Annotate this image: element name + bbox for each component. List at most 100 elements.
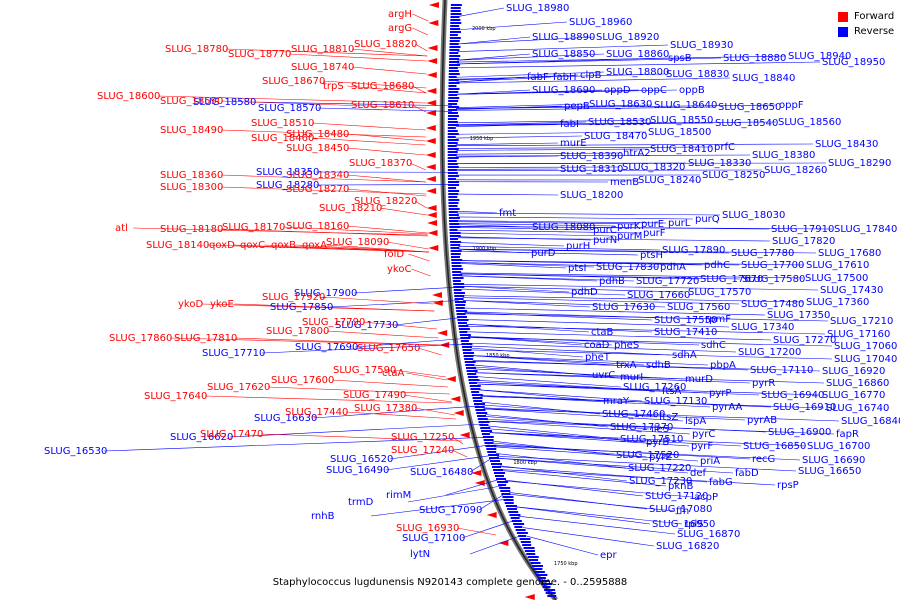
reverse-gene-label: SLUG_17550 xyxy=(654,315,717,326)
reverse-gene-mark xyxy=(475,409,486,411)
reverse-gene-label: SLUG_17630 xyxy=(592,302,655,313)
reverse-gene-label: SLUG_18030 xyxy=(722,210,785,221)
forward-leader-line xyxy=(414,407,456,416)
reverse-leader-line xyxy=(478,389,643,402)
reverse-gene-label: SLUG_17090 xyxy=(419,505,482,516)
reverse-gene-mark xyxy=(447,124,459,126)
forward-gene-mark xyxy=(426,110,437,116)
reverse-gene-mark xyxy=(447,121,458,123)
reverse-leader-line xyxy=(514,506,683,525)
reverse-leader-line xyxy=(468,337,833,347)
reverse-leader-line xyxy=(456,89,678,95)
reverse-gene-label: rplS xyxy=(684,519,704,530)
forward-gene-mark xyxy=(445,376,456,382)
reverse-gene-label: SLUG_17570 xyxy=(688,287,751,298)
forward-gene-label: SLUG_18160 xyxy=(286,221,349,232)
reverse-gene-label: SLUG_16950 xyxy=(652,519,715,530)
reverse-leader-line xyxy=(461,285,687,293)
reverse-leader-line xyxy=(492,442,648,458)
forward-gene-label: SLUG_18300 xyxy=(160,182,223,193)
reverse-gene-mark xyxy=(456,313,466,315)
reverse-gene-mark xyxy=(449,220,459,222)
forward-gene-mark xyxy=(498,540,509,546)
reverse-gene-mark xyxy=(448,217,460,219)
reverse-gene-label: SLUG_16700 xyxy=(807,441,870,452)
scale-ticks: 2000 kbp 1950 kbp 1900 kbp 1850 kbp 1800 kbp… xyxy=(470,26,578,567)
forward-gene-label: SLUG_18780 xyxy=(165,44,228,55)
scale-tick-label: 1950 kbp xyxy=(470,136,494,142)
forward-leader-line xyxy=(403,394,452,403)
reverse-gene-label: pdhD xyxy=(571,287,598,298)
forward-gene-mark xyxy=(450,396,461,402)
reverse-gene-mark xyxy=(492,469,503,471)
forward-leader-line xyxy=(169,337,440,346)
reverse-gene-mark xyxy=(450,16,460,18)
forward-gene-label: argG xyxy=(388,23,412,34)
reverse-gene-mark xyxy=(516,532,528,534)
reverse-leader-line xyxy=(458,242,565,247)
reverse-gene-mark xyxy=(447,133,459,135)
reverse-leader-line xyxy=(455,155,559,158)
reverse-gene-label: SLUG_17660 xyxy=(627,290,690,301)
forward-gene-label: trpS xyxy=(323,81,344,92)
reverse-gene-label: pyrF xyxy=(691,441,713,452)
reverse-leader-line xyxy=(385,455,493,471)
reverse-gene-mark xyxy=(448,73,460,75)
reverse-leader-line xyxy=(526,535,599,556)
reverse-gene-mark xyxy=(524,550,535,552)
reverse-gene-label: pbpA xyxy=(710,360,736,371)
reverse-gene-label: SLUG_17610 xyxy=(806,260,869,271)
legend-forward-label: Forward xyxy=(854,11,895,22)
forward-gene-label: SLUG_18610 xyxy=(351,100,414,111)
forward-gene-mark xyxy=(524,594,535,600)
reverse-gene-mark xyxy=(458,325,469,327)
reverse-gene-mark xyxy=(452,280,461,282)
reverse-leader-line xyxy=(477,383,760,396)
reverse-gene-label: SLUG_17560 xyxy=(667,302,730,313)
reverse-leader-line xyxy=(370,498,508,517)
forward-leader-line xyxy=(157,95,427,104)
reverse-gene-mark xyxy=(450,4,462,6)
forward-gene-mark xyxy=(426,188,437,194)
reverse-gene-mark xyxy=(476,412,488,414)
reverse-gene-mark xyxy=(544,589,556,591)
forward-leader-line xyxy=(347,85,427,94)
reverse-gene-label: SLUG_17430 xyxy=(820,285,883,296)
reverse-gene-label: oppD xyxy=(604,85,631,96)
forward-leader-line xyxy=(379,207,427,216)
reverse-gene-label: SLUG_18920 xyxy=(596,32,659,43)
forward-gene-label: SLUG_18090 xyxy=(326,237,389,248)
reverse-gene-mark xyxy=(491,463,503,465)
reverse-leader-line xyxy=(459,260,805,266)
reverse-gene-track xyxy=(447,4,557,597)
reverse-gene-mark xyxy=(447,127,456,129)
forward-leader-line xyxy=(346,133,426,142)
reverse-leader-line xyxy=(455,135,583,139)
reverse-gene-label: uvrC xyxy=(592,370,615,381)
reverse-leader-line xyxy=(457,36,595,45)
reverse-gene-label: purK xyxy=(617,221,641,232)
reverse-gene-label: SLUG_17230 xyxy=(629,476,692,487)
reverse-leader-line xyxy=(394,317,462,326)
reverse-gene-mark xyxy=(448,106,460,108)
reverse-gene-label: SLUG_18880 xyxy=(723,53,786,64)
reverse-leader-line xyxy=(478,389,602,402)
reverse-gene-label: prfC xyxy=(714,142,735,153)
forward-gene-label: SLUG_18740 xyxy=(291,62,354,73)
reverse-leader-line xyxy=(469,345,671,356)
forward-gene-label: qoxD xyxy=(209,240,235,251)
reverse-gene-label: SLUG_18320 xyxy=(622,162,685,173)
reverse-leader-line xyxy=(457,229,642,234)
reverse-gene-label: SLUG_18380 xyxy=(752,150,815,161)
forward-leader-line xyxy=(411,268,431,277)
forward-gene-label: SLUG_17250 xyxy=(391,432,454,443)
reverse-gene-mark xyxy=(460,337,471,339)
reverse-gene-mark xyxy=(449,229,458,231)
forward-leader-line xyxy=(267,386,450,395)
reverse-leader-line xyxy=(456,212,721,216)
forward-leader-line xyxy=(456,527,497,536)
reverse-gene-label: pdhA xyxy=(660,262,686,273)
reverse-gene-mark xyxy=(453,283,465,285)
reverse-gene-mark xyxy=(458,328,470,330)
reverse-gene-mark xyxy=(477,418,488,420)
